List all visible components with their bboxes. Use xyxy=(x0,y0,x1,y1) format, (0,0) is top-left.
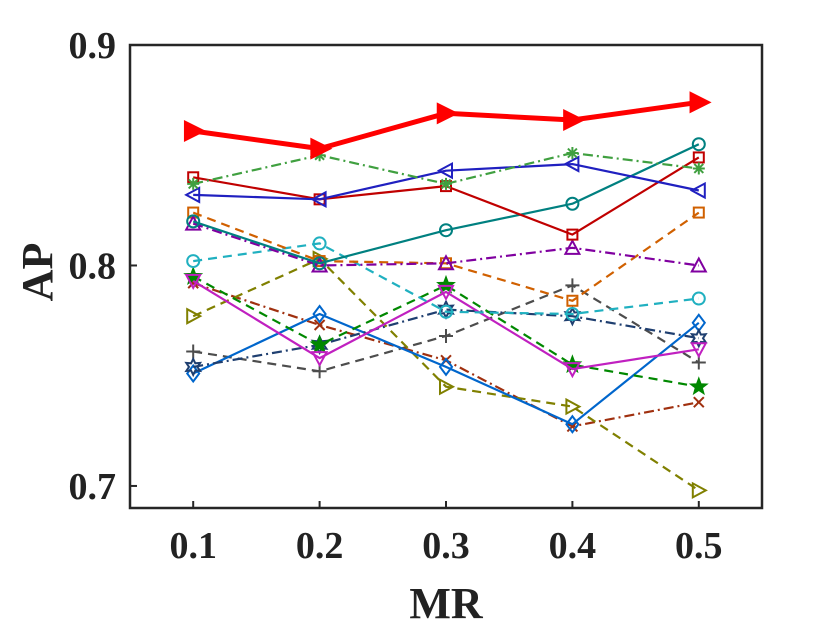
data-point xyxy=(566,228,579,241)
series-cyan-circle xyxy=(186,236,706,321)
data-point xyxy=(690,256,708,273)
data-point xyxy=(436,161,453,180)
data-point xyxy=(310,190,327,209)
data-point xyxy=(439,223,453,238)
series-line xyxy=(192,211,700,302)
data-point xyxy=(439,304,453,319)
data-point xyxy=(436,274,456,294)
data-point xyxy=(186,214,201,229)
data-point xyxy=(692,162,705,175)
data-point xyxy=(565,278,580,293)
data-point xyxy=(183,119,206,143)
data-point xyxy=(184,356,203,378)
data-point xyxy=(566,294,579,307)
data-point xyxy=(565,196,580,211)
data-point xyxy=(688,376,709,396)
series-purple-triangle-up xyxy=(184,214,708,273)
series-line xyxy=(193,163,700,201)
data-point xyxy=(439,378,456,396)
data-point xyxy=(186,254,201,269)
data-point xyxy=(689,181,706,200)
data-point xyxy=(440,177,452,190)
x-axis-label: MR xyxy=(409,579,484,628)
series-red-bold-triangle-right xyxy=(183,91,712,160)
data-point xyxy=(563,238,582,255)
series-line xyxy=(192,275,699,388)
data-point xyxy=(692,206,705,219)
data-point xyxy=(437,284,455,302)
series-line xyxy=(192,312,700,426)
series-line xyxy=(193,242,699,316)
series-line xyxy=(193,308,699,368)
data-point xyxy=(184,273,202,291)
tick-layer: 0.1 0.2 0.3 0.4 0.5 0.7 0.8 0.9 xyxy=(69,25,723,567)
data-point xyxy=(439,329,453,344)
data-point xyxy=(691,481,708,500)
data-point xyxy=(563,108,586,131)
series-line xyxy=(192,222,699,267)
data-point xyxy=(693,396,705,408)
data-point xyxy=(312,304,327,324)
data-point xyxy=(313,149,326,162)
y-tick-label: 0.9 xyxy=(69,25,117,67)
data-point xyxy=(187,177,200,190)
series-line xyxy=(192,279,699,371)
series-layer xyxy=(183,91,712,500)
data-point xyxy=(565,306,580,321)
data-point xyxy=(691,291,706,306)
data-point xyxy=(689,91,712,114)
y-tick-label: 0.7 xyxy=(69,466,117,508)
data-point xyxy=(689,327,708,349)
data-point xyxy=(438,357,454,377)
data-point xyxy=(563,305,582,327)
data-point xyxy=(310,256,329,273)
data-point xyxy=(563,362,582,379)
data-point xyxy=(565,414,580,434)
data-point xyxy=(437,254,455,271)
series-blue-triangle-left xyxy=(184,155,706,209)
data-point xyxy=(436,102,459,125)
series-green-asterisk xyxy=(187,147,705,190)
data-point xyxy=(313,319,326,331)
data-point xyxy=(566,147,579,160)
data-point xyxy=(565,397,582,416)
x-tick-label: 0.5 xyxy=(675,525,723,567)
data-point xyxy=(692,151,705,164)
data-point xyxy=(184,186,201,204)
data-point xyxy=(310,351,329,368)
data-point xyxy=(691,137,706,152)
x-tick-label: 0.1 xyxy=(169,525,217,567)
series-magenta-triangle-down xyxy=(184,273,708,379)
x-tick-label: 0.3 xyxy=(422,525,470,567)
series-line xyxy=(192,143,700,265)
x-tick-label: 0.4 xyxy=(549,525,597,567)
data-point xyxy=(312,236,327,251)
y-axis-label: AP xyxy=(13,243,62,302)
series-line xyxy=(192,257,700,492)
data-point xyxy=(563,155,580,173)
data-point xyxy=(186,344,201,359)
series-line xyxy=(192,151,699,185)
series-teal-circle xyxy=(186,137,706,271)
data-point xyxy=(186,307,203,325)
x-tick-label: 0.2 xyxy=(296,525,344,567)
data-point xyxy=(312,256,327,271)
data-point xyxy=(690,342,708,359)
data-point xyxy=(309,334,330,354)
data-point xyxy=(310,137,333,160)
y-tick-label: 0.8 xyxy=(69,245,117,287)
